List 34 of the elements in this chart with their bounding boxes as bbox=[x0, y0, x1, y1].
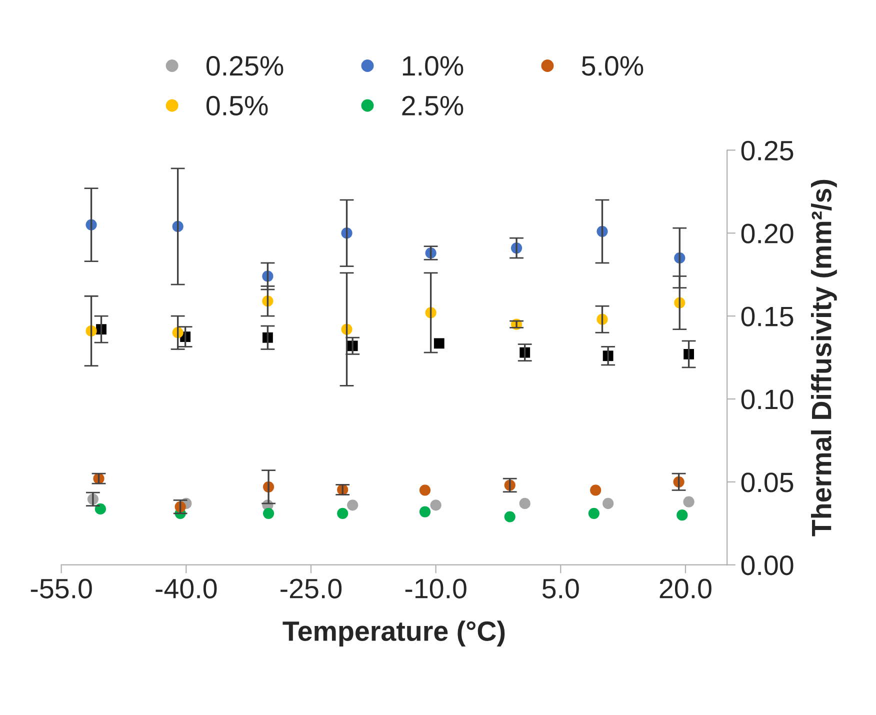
point bbox=[519, 498, 530, 510]
x-tick-label: -55.0 bbox=[30, 578, 92, 598]
x-tick-label: -25.0 bbox=[280, 578, 342, 598]
y-tick-label: 0.15 bbox=[741, 306, 794, 326]
x-tick-label: -40.0 bbox=[156, 578, 217, 598]
point bbox=[683, 496, 694, 508]
point bbox=[588, 508, 600, 519]
x-tick-label: 20.0 bbox=[660, 578, 712, 598]
x-axis-title: Temperature (°C) bbox=[282, 620, 505, 646]
y-tick-label: 0.05 bbox=[741, 472, 794, 492]
point bbox=[262, 508, 274, 519]
point bbox=[419, 484, 431, 496]
y-axis-title: Thermal Diffusivity (mm²/s) bbox=[811, 180, 837, 536]
legend-label: 0.25% bbox=[206, 56, 284, 76]
y-tick-label: 0.20 bbox=[741, 224, 794, 244]
point bbox=[419, 506, 431, 518]
y-tick-label: 0.10 bbox=[741, 390, 794, 410]
point bbox=[337, 508, 348, 519]
y-tick-label: 0.00 bbox=[741, 556, 794, 576]
point bbox=[590, 484, 602, 496]
point bbox=[676, 510, 688, 521]
point bbox=[347, 500, 358, 511]
point bbox=[602, 498, 614, 510]
point bbox=[94, 503, 106, 515]
point bbox=[434, 338, 444, 349]
point bbox=[430, 500, 442, 511]
x-tick-label: -10.0 bbox=[405, 578, 466, 598]
legend-label: 2.5% bbox=[402, 96, 464, 116]
legend-label: 1.0% bbox=[402, 56, 464, 76]
y-tick-label: 0.25 bbox=[741, 140, 794, 160]
point bbox=[504, 511, 516, 522]
legend-label: 5.0% bbox=[582, 56, 644, 76]
legend-label: 0.5% bbox=[206, 96, 268, 116]
x-tick-label: 5.0 bbox=[542, 578, 579, 598]
